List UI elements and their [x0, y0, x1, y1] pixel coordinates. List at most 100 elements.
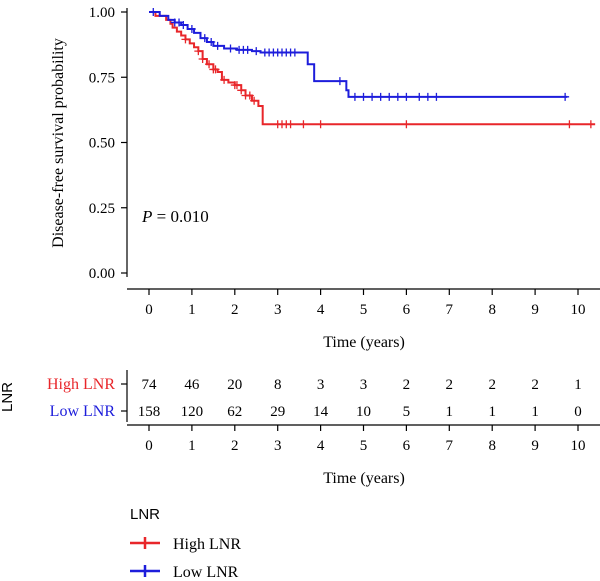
legend-swatch: [130, 565, 160, 577]
censor-mark: [415, 92, 424, 101]
y-tick-label: 0.25: [89, 201, 115, 217]
risk-count: 0: [574, 404, 582, 420]
censor-mark: [290, 48, 299, 57]
risk-count: 10: [356, 404, 371, 420]
censor-mark: [423, 92, 432, 101]
censor-mark: [194, 47, 203, 56]
risk-x-tick-label: 6: [403, 438, 411, 454]
risk-count: 5: [403, 404, 411, 420]
risk-count: 8: [274, 377, 282, 393]
risk-count: 14: [313, 404, 329, 420]
censor-mark: [368, 92, 377, 101]
censor-mark: [250, 96, 259, 105]
x-tick-label: 2: [231, 302, 239, 318]
censor-mark: [393, 92, 402, 101]
legend-title: LNR: [130, 506, 160, 523]
legend-swatch: [130, 537, 160, 549]
risk-count: 3: [360, 377, 368, 393]
x-axis-label: Time (years): [323, 334, 405, 351]
survival-line-low-lnr: [149, 11, 568, 98]
censor-mark: [198, 54, 207, 63]
censor-mark: [243, 45, 252, 54]
censor-mark: [359, 92, 368, 101]
x-tick-label: 8: [488, 302, 496, 318]
censor-mark: [211, 65, 220, 74]
censor-mark: [149, 8, 158, 16]
risk-count: 2: [403, 377, 411, 393]
risk-table-rows: High LNR 74 46 20 8 3 3 2 2 2 2 1 Low LNR 158 120 62 29 1…: [47, 370, 582, 422]
censor-mark: [286, 120, 295, 129]
x-tick-label: 9: [531, 302, 539, 318]
censor-mark: [179, 21, 188, 30]
series-low-lnr: [149, 8, 570, 101]
survival-curves: [149, 8, 596, 129]
censor-mark: [385, 92, 394, 101]
risk-row-label: High LNR: [47, 376, 115, 393]
censor-mark: [561, 92, 570, 101]
legend: LNR High LNR Low LNR: [130, 506, 241, 581]
y-tick-label: 1.00: [89, 5, 115, 21]
x-tick-label: 1: [188, 302, 196, 318]
risk-count: 1: [574, 377, 582, 393]
risk-table-x-axis-label: Time (years): [323, 470, 405, 487]
legend-item-low-lnr: Low LNR: [130, 564, 239, 581]
y-axis-label: Disease-free survival probability: [50, 38, 67, 248]
censor-mark: [586, 120, 595, 129]
censor-mark: [432, 92, 441, 101]
x-tick-label: 4: [317, 302, 325, 318]
censor-mark: [187, 24, 196, 33]
x-tick-label: 10: [571, 302, 586, 318]
censor-mark: [252, 47, 261, 56]
risk-table-title: LNR: [0, 382, 16, 412]
risk-row-low-lnr: Low LNR 158 120 62 29 14 10 5 1 1 1 0: [50, 403, 582, 420]
risk-count: 158: [138, 404, 161, 420]
risk-x-tick-label: 5: [360, 438, 368, 454]
p-value-text: = 0.010: [152, 207, 208, 226]
risk-count: 62: [227, 404, 242, 420]
legend-label: Low LNR: [173, 564, 239, 581]
censor-mark: [376, 92, 385, 101]
risk-x-tick-label: 1: [188, 438, 196, 454]
risk-x-tick-label: 4: [317, 438, 325, 454]
censor-mark: [237, 86, 246, 95]
risk-x-tick-label: 0: [145, 438, 153, 454]
risk-count: 120: [181, 404, 204, 420]
censor-mark: [175, 18, 184, 27]
x-tick-label: 3: [274, 302, 282, 318]
risk-x-tick-label: 8: [488, 438, 496, 454]
censor-mark: [565, 120, 574, 129]
risk-x-tick-label: 10: [571, 438, 586, 454]
censor-mark: [299, 120, 308, 129]
survival-plot: Disease-free survival probability 0.000.…: [50, 5, 600, 351]
p-value-label: P: [141, 207, 152, 226]
y-tick-label: 0.75: [89, 70, 115, 86]
censor-mark: [316, 120, 325, 129]
risk-count: 74: [142, 377, 158, 393]
risk-count: 29: [270, 404, 285, 420]
risk-x-tick-label: 9: [531, 438, 539, 454]
risk-count: 2: [446, 377, 454, 393]
legend-item-high-lnr: High LNR: [130, 536, 241, 553]
risk-count: 20: [227, 377, 242, 393]
x-axis: 0 1 2 3 4 5 6 7 8 9 10: [127, 288, 600, 318]
p-value-annotation: P = 0.010: [141, 207, 209, 226]
risk-count: 1: [488, 404, 496, 420]
x-tick-label: 0: [145, 302, 153, 318]
censor-mark: [245, 91, 254, 100]
risk-x-tick-label: 2: [231, 438, 239, 454]
risk-count: 1: [531, 404, 539, 420]
risk-count: 46: [184, 377, 200, 393]
censor-mark: [232, 81, 241, 90]
censor-mark: [226, 44, 235, 53]
censor-mark: [207, 38, 216, 47]
risk-table-x-axis: 0 1 2 3 4 5 6 7 8 9 10: [127, 424, 600, 454]
y-axis: 0.00 0.25 0.50 0.75 1.00: [89, 5, 128, 282]
legend-label: High LNR: [173, 536, 241, 553]
censor-mark: [200, 34, 209, 43]
x-tick-label: 6: [403, 302, 411, 318]
risk-row-label: Low LNR: [50, 403, 116, 420]
risk-x-tick-label: 3: [274, 438, 282, 454]
risk-x-tick-label: 7: [446, 438, 454, 454]
